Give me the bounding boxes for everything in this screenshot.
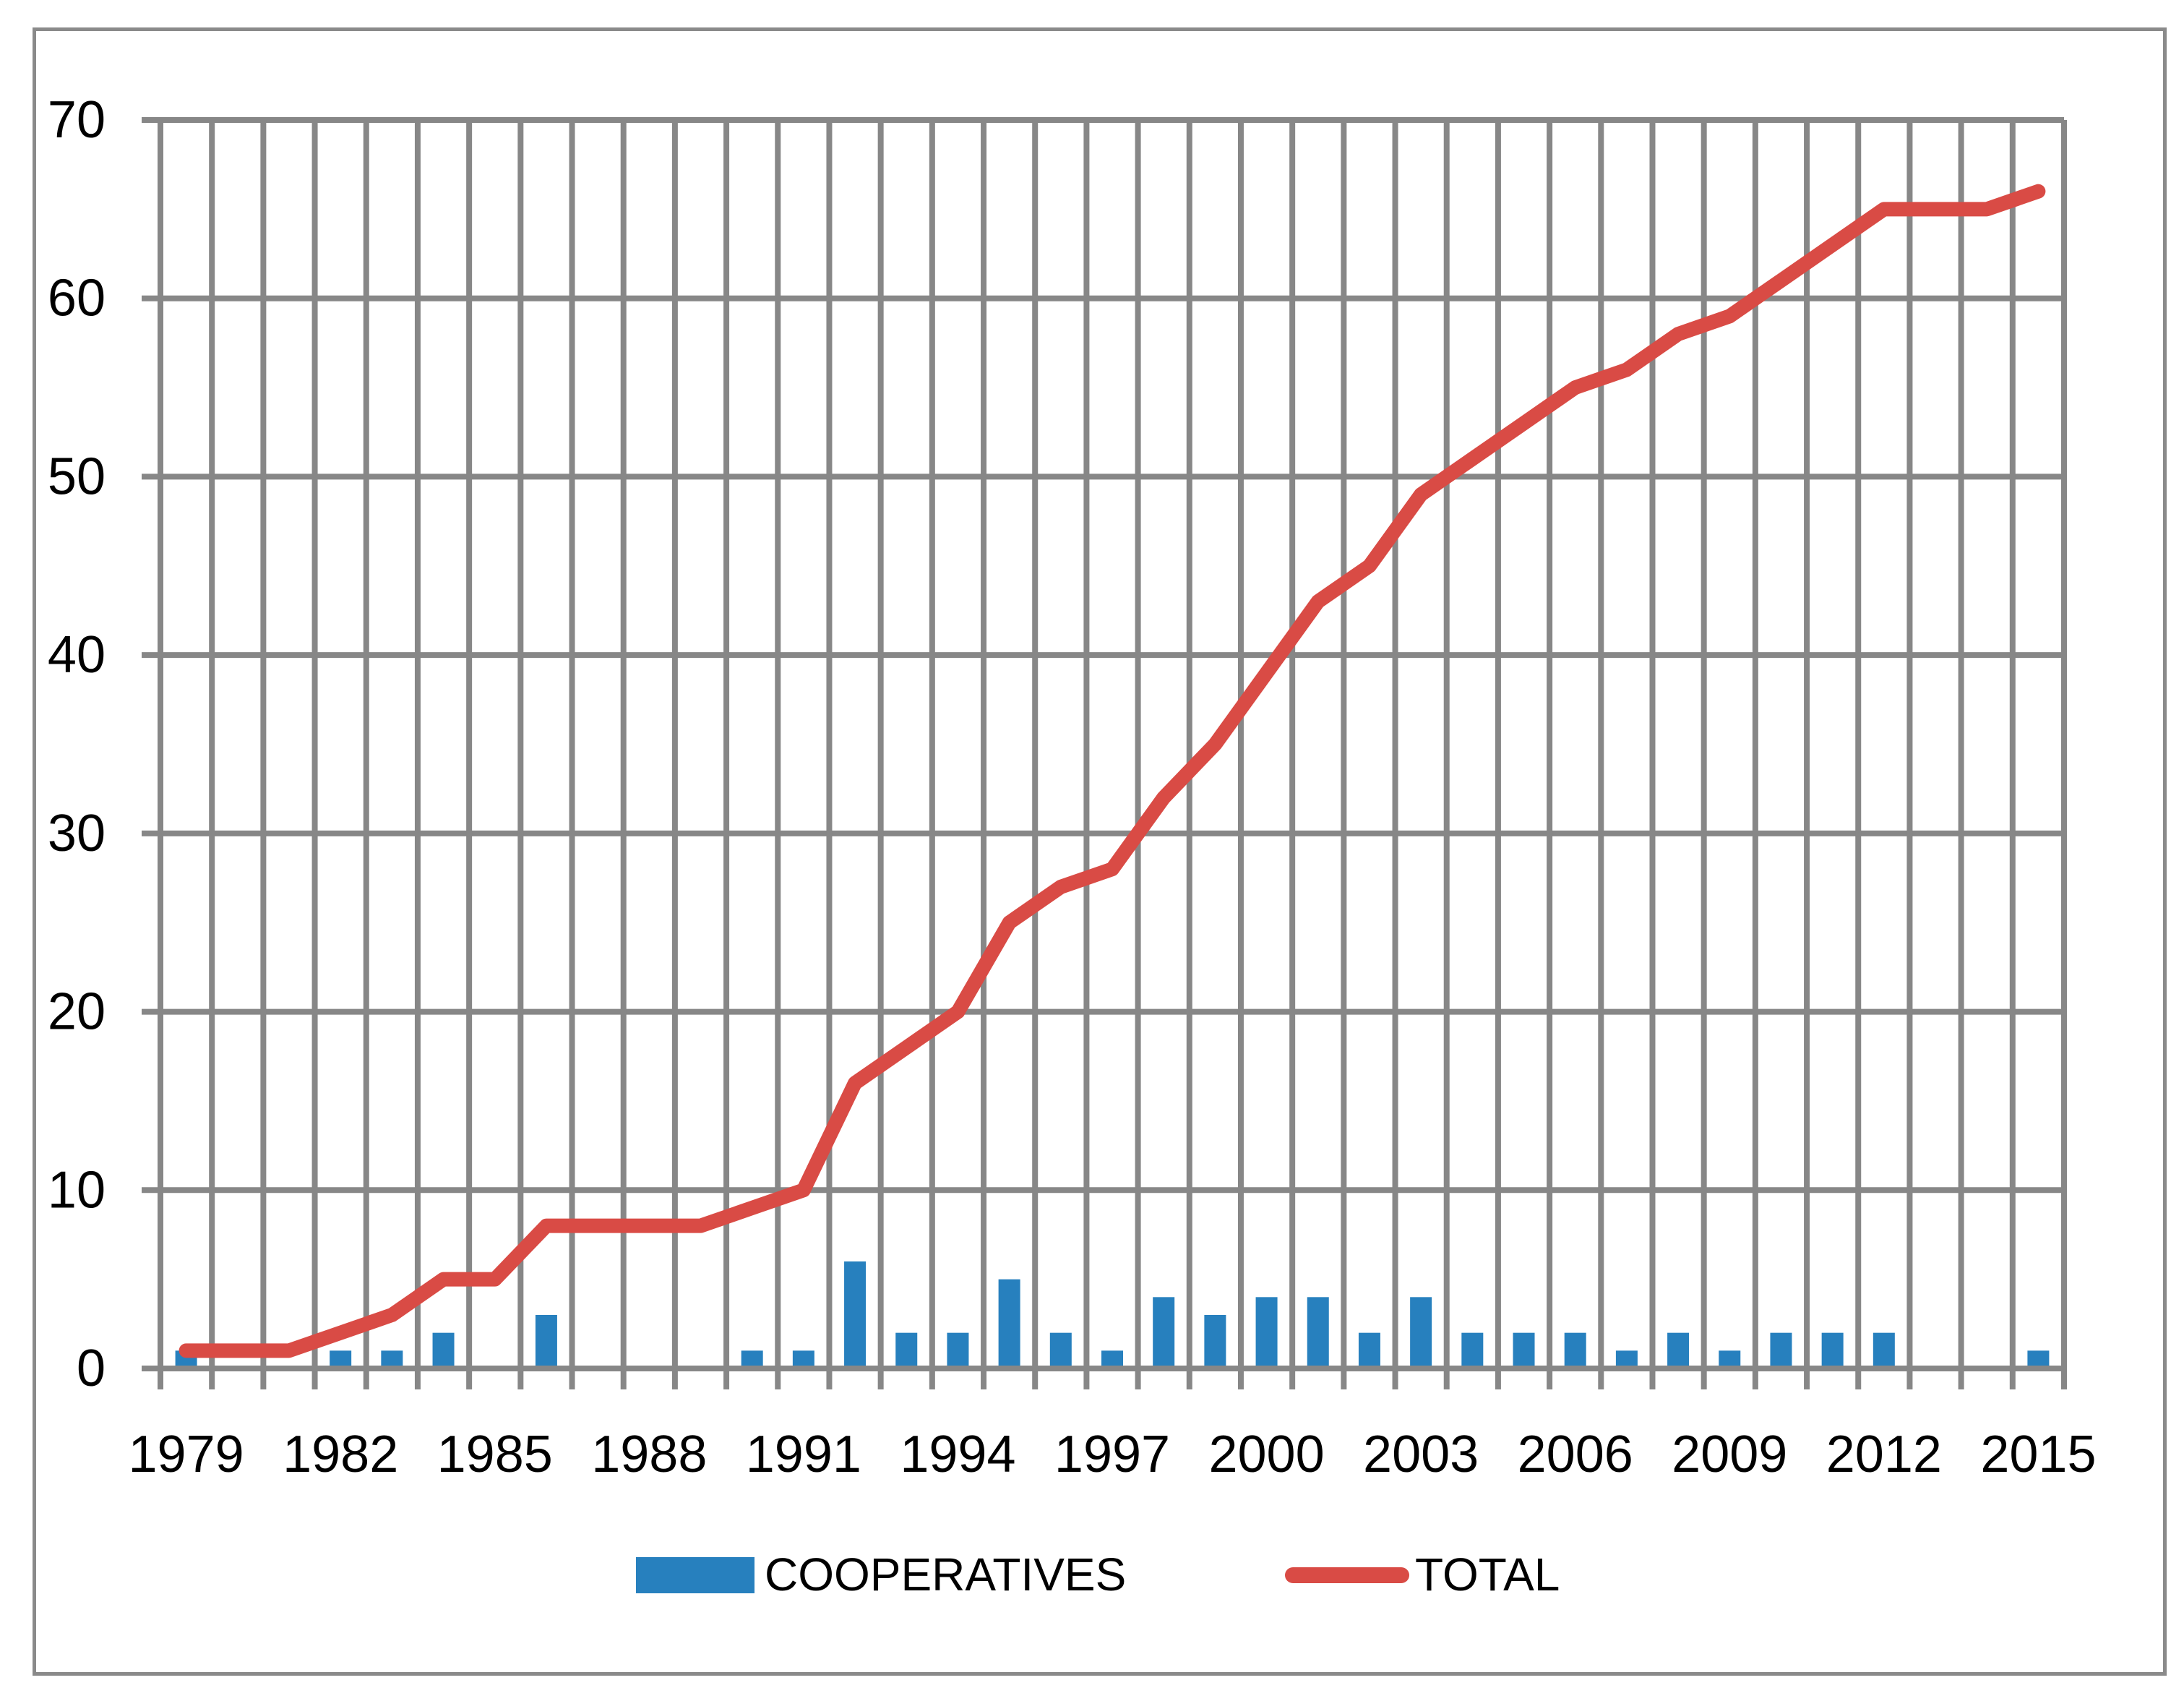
bar-2006 bbox=[1564, 1332, 1586, 1366]
bar-2001 bbox=[1307, 1297, 1329, 1366]
x-axis-label-1988: 1988 bbox=[591, 1426, 707, 1483]
x-axis-label-1982: 1982 bbox=[283, 1426, 398, 1483]
bar-1993 bbox=[895, 1332, 918, 1366]
y-axis-label-50: 50 bbox=[48, 447, 106, 505]
x-axis-label-1985: 1985 bbox=[437, 1426, 553, 1483]
chart-frame bbox=[33, 27, 2167, 1676]
bar-1999 bbox=[1204, 1314, 1226, 1366]
y-axis-label-70: 70 bbox=[48, 91, 106, 149]
cooperatives-legend-swatch bbox=[636, 1557, 754, 1593]
bar-1986 bbox=[535, 1314, 557, 1366]
bar-2000 bbox=[1255, 1297, 1278, 1366]
x-axis-label-2003: 2003 bbox=[1363, 1426, 1479, 1483]
total-legend-swatch bbox=[1285, 1567, 1409, 1583]
cooperatives-legend-label: COOPERATIVES bbox=[765, 1548, 1127, 1601]
bar-1998 bbox=[1153, 1297, 1175, 1366]
bar-1996 bbox=[1049, 1332, 1072, 1366]
bar-2007 bbox=[1615, 1350, 1638, 1366]
bar-2008 bbox=[1667, 1332, 1690, 1366]
bar-1997 bbox=[1101, 1350, 1123, 1366]
bar-2010 bbox=[1770, 1332, 1792, 1366]
bar-1994 bbox=[947, 1332, 969, 1366]
bar-1995 bbox=[998, 1279, 1020, 1366]
bar-1992 bbox=[844, 1261, 867, 1366]
y-axis-label-0: 0 bbox=[77, 1340, 106, 1397]
x-axis-label-2006: 2006 bbox=[1518, 1426, 1633, 1483]
bar-1990 bbox=[741, 1350, 763, 1366]
bar-2015 bbox=[2027, 1350, 2050, 1366]
bar-2011 bbox=[1821, 1332, 1844, 1366]
y-axis-label-60: 60 bbox=[48, 270, 106, 327]
bar-2002 bbox=[1358, 1332, 1380, 1366]
x-axis-label-1997: 1997 bbox=[1054, 1426, 1170, 1483]
bar-1991 bbox=[792, 1350, 814, 1366]
y-axis-label-10: 10 bbox=[48, 1161, 106, 1219]
x-axis-label-2009: 2009 bbox=[1672, 1426, 1787, 1483]
x-axis-label-1994: 1994 bbox=[900, 1426, 1015, 1483]
x-axis-label-1991: 1991 bbox=[746, 1426, 861, 1483]
bar-2004 bbox=[1461, 1332, 1484, 1366]
bar-1984 bbox=[432, 1332, 455, 1366]
bar-2003 bbox=[1410, 1297, 1432, 1366]
y-axis-label-40: 40 bbox=[48, 626, 106, 684]
bar-2012 bbox=[1873, 1332, 1895, 1366]
x-axis-label-2000: 2000 bbox=[1208, 1426, 1324, 1483]
x-axis-label-2015: 2015 bbox=[1980, 1426, 2096, 1483]
bar-2009 bbox=[1719, 1350, 1741, 1366]
x-axis-label-1979: 1979 bbox=[129, 1426, 244, 1483]
x-axis-label-2012: 2012 bbox=[1826, 1426, 1942, 1483]
total-line bbox=[179, 184, 2046, 1358]
total-legend-label: TOTAL bbox=[1415, 1548, 1560, 1601]
bar-1983 bbox=[381, 1350, 403, 1366]
bar-2005 bbox=[1513, 1332, 1535, 1366]
bar-1982 bbox=[330, 1350, 352, 1366]
y-axis-label-30: 30 bbox=[48, 805, 106, 862]
y-axis-label-20: 20 bbox=[48, 983, 106, 1041]
